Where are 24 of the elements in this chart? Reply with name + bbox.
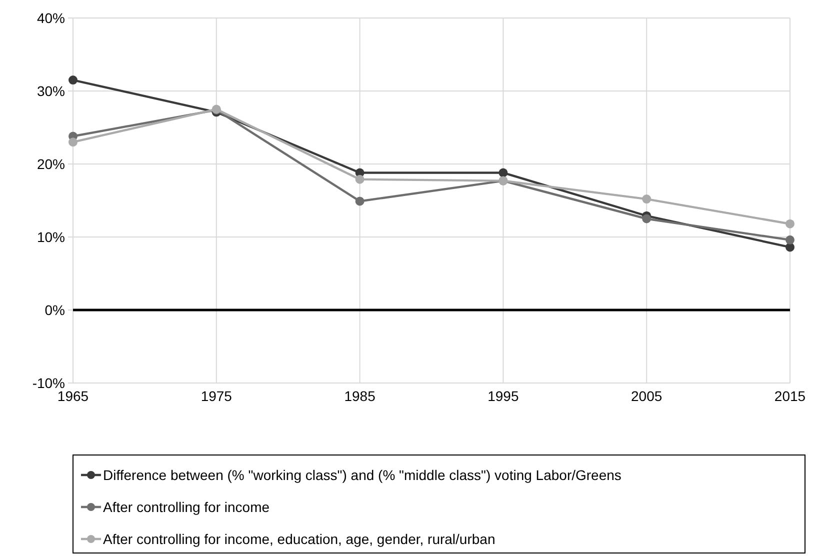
x-tick-label: 1975 bbox=[200, 388, 232, 404]
legend-label: After controlling for income, education, age, gender, rural/urban bbox=[103, 530, 496, 547]
x-tick-label: 2005 bbox=[631, 388, 662, 404]
y-tick-label: 10% bbox=[36, 228, 65, 245]
y-tick-label: 0% bbox=[44, 302, 65, 318]
point bbox=[642, 194, 652, 204]
y-tick-label: 40% bbox=[36, 10, 65, 26]
y-tick-label: -10% bbox=[32, 374, 65, 391]
y-tick-label: 20% bbox=[36, 156, 65, 172]
point bbox=[68, 138, 78, 147]
x-tick-label: 2015 bbox=[774, 388, 806, 404]
legend-label: After controlling for income bbox=[103, 498, 270, 515]
point bbox=[355, 196, 364, 206]
legend-label: Difference between (% "working class") and (% "middle class") voting Labor/Greens bbox=[103, 466, 622, 483]
point bbox=[68, 76, 78, 85]
y-tick-label: 30% bbox=[36, 82, 65, 99]
point bbox=[642, 214, 652, 224]
point bbox=[786, 235, 794, 244]
x-tick-label: 1985 bbox=[344, 388, 376, 404]
x-tick-label: 1965 bbox=[57, 388, 89, 404]
point bbox=[355, 174, 364, 184]
x-tick-label: 1995 bbox=[488, 388, 519, 404]
point bbox=[786, 219, 794, 228]
point bbox=[498, 168, 508, 178]
